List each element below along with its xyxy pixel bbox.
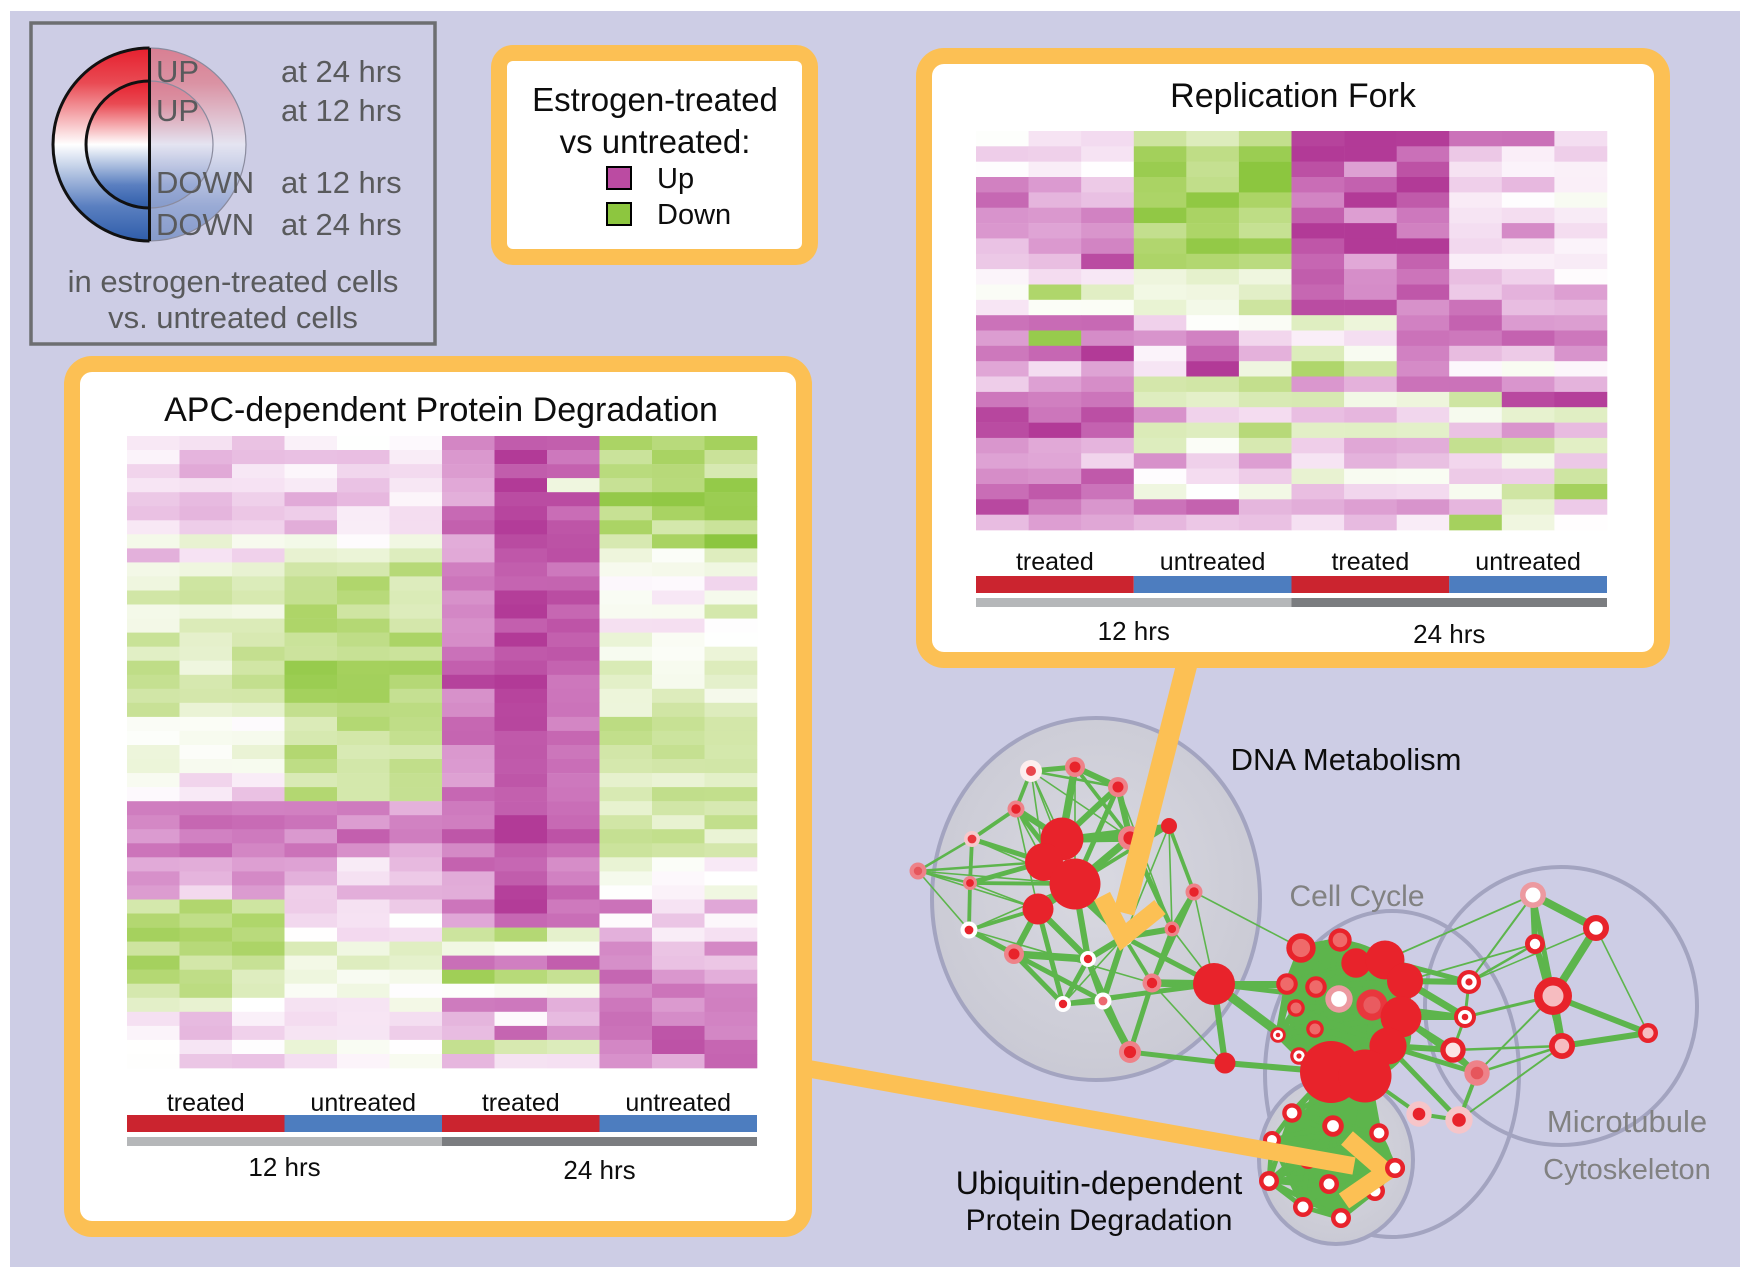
svg-text:UP: UP <box>156 93 199 128</box>
svg-text:at 12 hrs: at 12 hrs <box>281 93 402 128</box>
svg-text:untreated: untreated <box>1160 548 1266 576</box>
svg-text:treated: treated <box>1331 548 1409 576</box>
svg-text:12 hrs: 12 hrs <box>1098 616 1170 646</box>
svg-text:vs. untreated cells: vs. untreated cells <box>108 300 358 335</box>
svg-text:24 hrs: 24 hrs <box>563 1155 635 1185</box>
svg-text:Up: Up <box>657 163 694 195</box>
svg-text:Cytoskeleton: Cytoskeleton <box>1543 1154 1711 1186</box>
svg-text:Down: Down <box>657 199 731 231</box>
svg-text:DNA Metabolism: DNA Metabolism <box>1231 742 1462 777</box>
svg-text:Protein Degradation: Protein Degradation <box>966 1204 1233 1237</box>
svg-text:Estrogen-treated: Estrogen-treated <box>532 81 778 118</box>
svg-text:at 12 hrs: at 12 hrs <box>281 165 402 200</box>
svg-text:untreated: untreated <box>625 1089 731 1117</box>
svg-text:DOWN: DOWN <box>156 207 254 242</box>
svg-text:in estrogen-treated cells: in estrogen-treated cells <box>68 264 399 299</box>
svg-text:Ubiquitin-dependent: Ubiquitin-dependent <box>956 1165 1243 1201</box>
svg-text:untreated: untreated <box>310 1089 416 1117</box>
svg-text:UP: UP <box>156 54 199 89</box>
svg-text:at 24 hrs: at 24 hrs <box>281 54 402 89</box>
svg-text:Replication Fork: Replication Fork <box>1170 77 1417 115</box>
svg-text:12 hrs: 12 hrs <box>248 1152 320 1182</box>
svg-text:treated: treated <box>167 1089 245 1117</box>
svg-text:treated: treated <box>482 1089 560 1117</box>
svg-text:untreated: untreated <box>1475 548 1581 576</box>
svg-text:at 24 hrs: at 24 hrs <box>281 207 402 242</box>
svg-text:APC-dependent Protein Degradat: APC-dependent Protein Degradation <box>164 391 718 429</box>
svg-text:DOWN: DOWN <box>156 165 254 200</box>
svg-text:24 hrs: 24 hrs <box>1413 619 1485 649</box>
svg-text:treated: treated <box>1016 548 1094 576</box>
svg-text:Cell Cycle: Cell Cycle <box>1289 880 1424 913</box>
svg-text:Microtubule: Microtubule <box>1547 1104 1707 1139</box>
svg-text:vs untreated:: vs untreated: <box>560 123 751 160</box>
